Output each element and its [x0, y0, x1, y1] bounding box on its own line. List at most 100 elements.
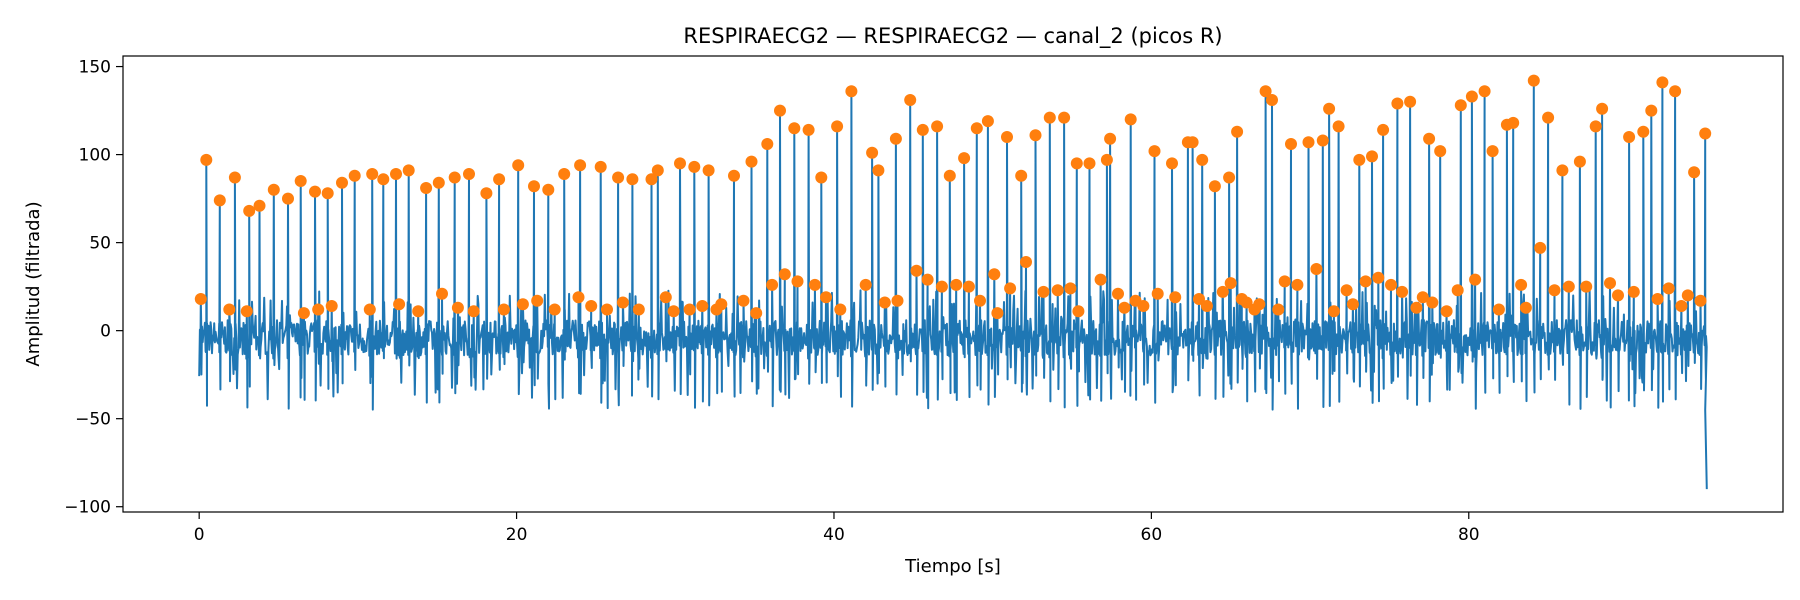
peak-marker [594, 160, 607, 173]
peak-marker [632, 303, 645, 316]
peak-marker [1104, 132, 1117, 145]
peak-marker [1137, 300, 1150, 312]
peak-marker [626, 173, 639, 186]
peak-marker [348, 169, 361, 182]
peak-marker [674, 157, 686, 170]
peak-marker [815, 171, 828, 184]
peak-marker [808, 278, 821, 291]
y-axis-label: Amplitud (filtrada) [23, 201, 44, 366]
peak-marker [574, 159, 587, 172]
peak-marker [548, 303, 561, 316]
peak-marker [1118, 301, 1131, 314]
peak-marker [601, 303, 613, 316]
peak-marker [1377, 123, 1390, 136]
peak-marker [1688, 166, 1701, 179]
peak-marker [463, 168, 475, 180]
peak-marker [1346, 298, 1359, 311]
peak-marker [745, 155, 758, 168]
peak-marker [916, 123, 929, 136]
peak-marker [845, 85, 858, 98]
peak-marker [1253, 298, 1266, 311]
peak-marker [1675, 300, 1688, 312]
peak-marker [1332, 120, 1345, 133]
peak-marker [1327, 305, 1340, 318]
peak-marker [1434, 145, 1447, 158]
peak-marker [451, 301, 464, 314]
peak-marker [321, 187, 334, 200]
peak-marker [702, 164, 715, 177]
peak-marker [950, 278, 963, 291]
peak-marker [1124, 113, 1137, 126]
peak-marker [200, 153, 213, 166]
peak-marker [737, 294, 750, 307]
peak-marker [766, 278, 779, 291]
peak-marker [336, 176, 348, 189]
peak-marker [1029, 129, 1042, 142]
peak-marker [750, 307, 763, 320]
peak-marker [432, 176, 445, 189]
peak-marker [688, 160, 701, 173]
peak-marker [1423, 132, 1436, 145]
peak-marker [390, 168, 402, 180]
peak-marker [1478, 85, 1491, 98]
peak-marker [572, 291, 585, 304]
peak-marker [1492, 303, 1505, 316]
peak-marker [1151, 287, 1164, 300]
peak-marker [467, 305, 480, 318]
peak-marker [1656, 76, 1669, 89]
peak-marker [659, 291, 672, 304]
peak-marker [1015, 169, 1028, 182]
peak-marker [1637, 125, 1650, 138]
peak-marker [1486, 145, 1499, 158]
peak-marker [1166, 157, 1178, 170]
peak-marker [1070, 157, 1083, 170]
peak-marker [715, 298, 728, 311]
peak-marker [297, 307, 310, 320]
peak-marker [1596, 102, 1609, 115]
peak-marker [493, 173, 506, 186]
peak-marker [891, 294, 904, 307]
peak-marker [1043, 111, 1056, 124]
peak-marker [1548, 284, 1561, 297]
peak-marker [962, 280, 975, 293]
peak-marker [393, 298, 406, 311]
peak-marker [1302, 136, 1315, 149]
peak-marker [243, 204, 256, 217]
chart-title: RESPIRAECG2 — RESPIRAECG2 — canal_2 (pic… [683, 24, 1222, 49]
peak-marker [791, 275, 804, 288]
peak-marker [1515, 278, 1528, 291]
peak-marker [377, 173, 390, 186]
peak-marker [1340, 284, 1353, 297]
peak-marker [1064, 282, 1077, 295]
peak-marker [1208, 180, 1221, 193]
peak-marker [585, 300, 598, 312]
x-tick-label: 20 [506, 525, 528, 545]
peak-marker [872, 164, 885, 177]
peak-marker [991, 307, 1004, 320]
peak-marker [1112, 287, 1124, 300]
peak-marker [1404, 95, 1417, 108]
peak-marker [761, 138, 774, 150]
y-tick-label: 150 [79, 58, 111, 78]
peak-marker [1291, 278, 1304, 291]
peak-marker [1072, 305, 1085, 318]
peak-marker [651, 164, 664, 177]
peak-marker [213, 194, 226, 207]
peak-marker [1612, 289, 1624, 302]
peak-marker [696, 300, 709, 312]
peak-marker [366, 168, 379, 180]
peak-marker [1694, 294, 1707, 307]
peak-marker [910, 264, 923, 277]
peak-marker [402, 164, 415, 177]
peak-marker [1573, 155, 1586, 168]
peak-marker [282, 192, 294, 205]
peak-marker [859, 278, 872, 291]
peak-marker [542, 183, 555, 196]
y-tick-label: −100 [64, 498, 111, 518]
peak-marker [528, 180, 540, 193]
peak-marker [1562, 280, 1575, 293]
peak-marker [294, 175, 307, 187]
peak-marker [667, 305, 680, 318]
peak-marker [1148, 145, 1161, 158]
